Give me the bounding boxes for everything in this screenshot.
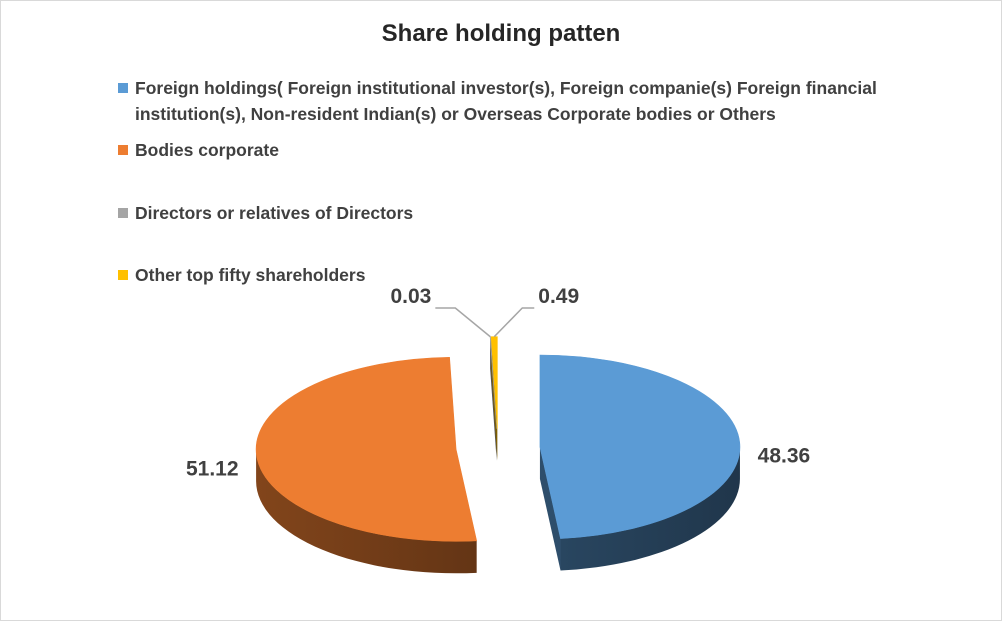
legend-swatch-bodies-corporate (118, 145, 128, 155)
data-label-directors-or-relatives-o: 0.03 (390, 285, 431, 308)
legend-item-directors: Directors or relatives of Directors (118, 200, 918, 226)
chart-title: Share holding patten (381, 20, 621, 47)
pie-side-foreign-holdings-foreign (560, 447, 740, 571)
data-labels: 48.36 51.12 0.03 0.49 (186, 285, 810, 481)
legend-swatch-directors (118, 208, 128, 218)
pie-tops (255, 336, 741, 542)
data-label-bodies-corporate: 51.12 (186, 458, 239, 481)
legend-label-bodies-corporate: Bodies corporate (135, 140, 279, 160)
leader-line-directors-or-relatives-o (435, 307, 491, 338)
pie-cut-foreign-holdings-foreign (539, 447, 561, 571)
pie-slice-bodies-corporate (255, 357, 478, 542)
legend-swatch-foreign-holdings (118, 83, 128, 93)
data-label-foreign-holdings-foreign: 48.36 (758, 444, 811, 467)
legend-label-foreign-holdings: Foreign holdings( Foreign institutional … (135, 78, 877, 124)
pie-slice-other-top-fifty-sharehol (490, 336, 498, 429)
pie-side-bodies-corporate (256, 449, 477, 574)
legend-item-bodies-corporate: Bodies corporate (118, 137, 918, 163)
legend-swatch-other-top-fifty (118, 270, 128, 280)
leader-line-other-top-fifty-sharehol (493, 307, 535, 338)
legend-item-foreign-holdings: Foreign holdings( Foreign institutional … (118, 75, 918, 127)
data-label-other-top-fifty-sharehol: 0.49 (538, 285, 579, 308)
pie-slice-foreign-holdings-foreign (539, 354, 741, 539)
legend-label-other-top-fifty: Other top fifty shareholders (135, 265, 366, 285)
legend-label-directors: Directors or relatives of Directors (135, 203, 414, 223)
legend-item-other-top-fifty: Other top fifty shareholders (118, 262, 918, 288)
